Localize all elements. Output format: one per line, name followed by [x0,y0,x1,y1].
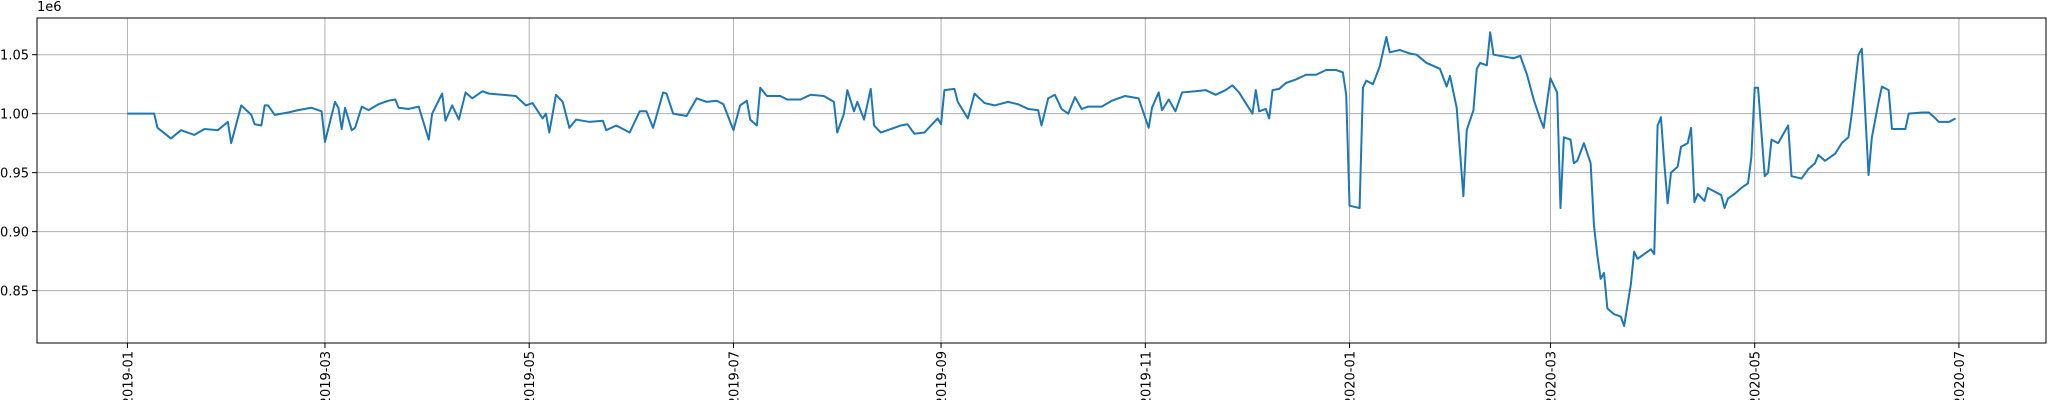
y-tick-label: 1.00 [0,108,29,123]
x-tick-label: 2019-09 [935,351,950,400]
x-tick-label: 2019-03 [319,351,334,400]
y-tick-label: 0.90 [0,226,29,241]
y-tick-label: 0.85 [0,285,29,300]
data-line [127,31,1957,328]
y-tick-label: 1.05 [0,49,29,64]
x-tick-label: 2019-11 [1139,351,1154,400]
plot-frame [36,17,2047,344]
y-tick-label: 0.95 [0,167,29,182]
x-tick-label: 2020-05 [1749,351,1764,400]
x-tick-label: 2019-07 [727,351,742,400]
x-tick-label: 2019-05 [523,351,538,400]
x-tick-label: 2020-01 [1344,351,1359,400]
y-offset-label: 1e6 [37,0,62,15]
x-tick-label: 2019-01 [121,351,136,400]
x-tick-label: 2020-07 [1953,351,1968,400]
x-tick-label: 2020-03 [1544,351,1559,400]
